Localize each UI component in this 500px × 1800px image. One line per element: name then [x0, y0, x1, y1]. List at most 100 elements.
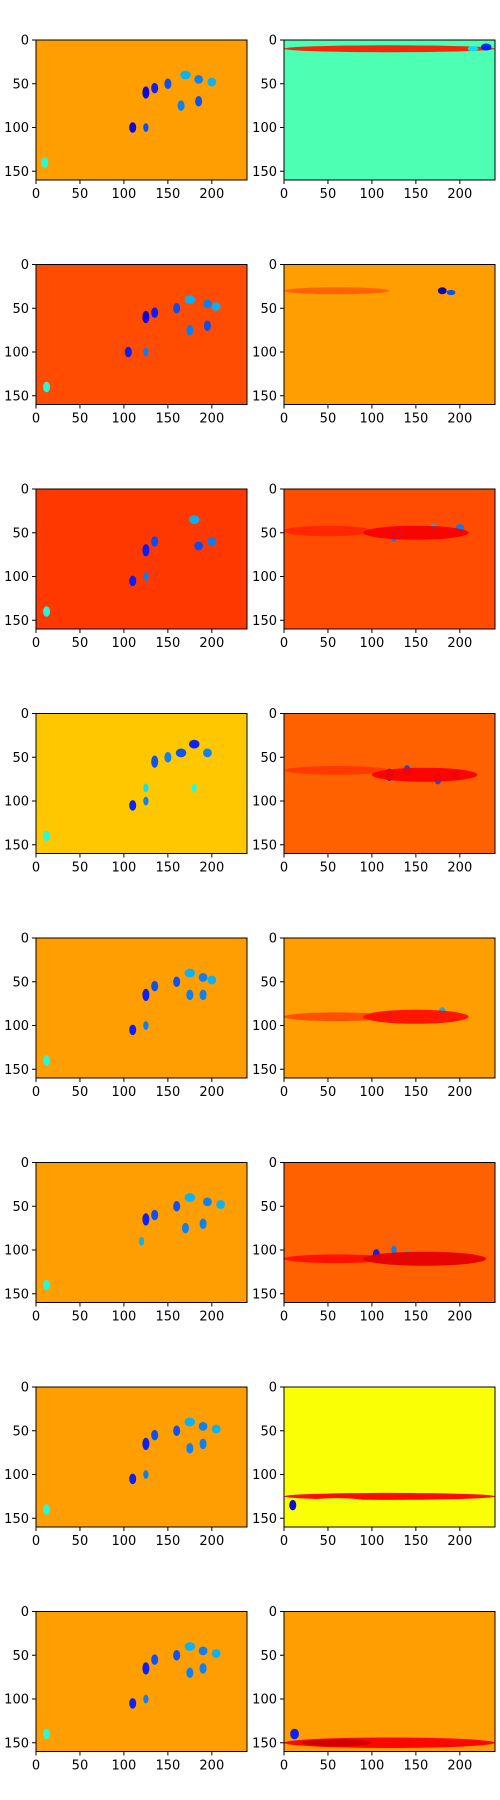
heatmap-blobs — [284, 524, 469, 542]
x-tick-label: 0 — [32, 861, 40, 876]
heatmap-blob — [129, 1473, 137, 1485]
y-tick-label: 0 — [269, 1156, 277, 1171]
heatmap-blob — [284, 766, 390, 775]
heatmap-background — [36, 1387, 247, 1527]
heatmap-background — [36, 1611, 247, 1752]
heatmap-background — [284, 938, 495, 1078]
heatmap-blob — [198, 1422, 208, 1431]
y-tick-label: 0 — [21, 258, 29, 273]
heatmap-blobs — [284, 1007, 469, 1024]
x-tick-label: 200 — [199, 1534, 224, 1549]
x-tick-label: 150 — [403, 1534, 428, 1549]
x-tick-label: 50 — [72, 1534, 89, 1549]
heatmap-blob — [180, 70, 191, 80]
heatmap-panel-r4-left: 0 50 100 150 200 0 50 100 150 — [4, 707, 248, 876]
x-tick-label: 100 — [360, 412, 385, 427]
x-tick-label: 100 — [112, 861, 137, 876]
heatmap-blob — [143, 1021, 149, 1030]
y-tick-label: 150 — [252, 1512, 277, 1527]
heatmap-background — [284, 489, 495, 629]
x-tick-label: 50 — [72, 1310, 89, 1325]
axes-frame — [35, 937, 248, 1079]
axes-frame — [35, 488, 248, 630]
x-tick-label: 50 — [320, 861, 337, 876]
heatmap-blob — [43, 830, 51, 842]
x-tick-label: 200 — [199, 1310, 224, 1325]
y-tick-label: 150 — [252, 1063, 277, 1078]
heatmap-blob — [184, 1642, 196, 1651]
y-tick-label: 50 — [12, 975, 29, 990]
heatmap-blob — [203, 299, 212, 309]
y-tick-label: 100 — [4, 1693, 29, 1708]
y-tick-label: 150 — [4, 838, 29, 853]
heatmap-blob — [129, 575, 137, 587]
y-tick-label: 0 — [21, 932, 29, 947]
heatmap-blob — [184, 295, 196, 304]
heatmap-blobs — [284, 43, 495, 53]
x-tick-label: 150 — [155, 187, 180, 202]
x-tick-label: 100 — [360, 1759, 385, 1774]
heatmap-blob — [143, 1694, 149, 1704]
x-tick-label: 100 — [112, 636, 137, 651]
heatmap-blob — [199, 1218, 207, 1229]
x-tick-label: 100 — [112, 1085, 137, 1100]
heatmap-background — [284, 1162, 495, 1303]
y-tick-label: 0 — [269, 258, 277, 273]
y-tick-label: 50 — [12, 526, 29, 541]
x-tick-label: 0 — [280, 187, 288, 202]
x-tick-label: 150 — [403, 187, 428, 202]
heatmap-blob — [43, 381, 51, 393]
x-tick-label: 150 — [155, 636, 180, 651]
axes-frame — [283, 264, 496, 405]
heatmap-blob — [211, 302, 221, 311]
y-tick-label: 150 — [252, 389, 277, 404]
x-tick-label: 50 — [320, 1759, 337, 1774]
heatmap-panel-r7-right: 0 50 100 150 200 0 50 100 150 — [252, 1381, 496, 1549]
heatmap-blob — [363, 1009, 469, 1024]
axes-frame — [35, 1162, 248, 1303]
x-tick-label: 0 — [32, 636, 40, 651]
y-tick-label: 150 — [4, 1287, 29, 1302]
axes-frame — [283, 1386, 496, 1528]
heatmap-blob — [446, 289, 456, 296]
y-tick-label: 50 — [260, 1424, 277, 1439]
y-tick-label: 100 — [252, 1244, 277, 1259]
heatmap-blobs — [43, 1642, 221, 1740]
x-tick-label: 200 — [199, 1759, 224, 1774]
heatmap-blob — [198, 1646, 208, 1656]
heatmap-blob — [194, 75, 204, 84]
x-tick-label: 0 — [32, 1310, 40, 1325]
heatmap-blob — [151, 1209, 159, 1221]
heatmap-blob — [173, 976, 181, 987]
heatmap-blob — [173, 1425, 181, 1436]
y-tick-label: 100 — [252, 1019, 277, 1034]
heatmap-panel-r5-left: 0 50 100 150 200 0 50 100 150 — [4, 932, 248, 1100]
heatmap-blob — [151, 536, 159, 547]
heatmap-blob — [186, 1667, 194, 1678]
heatmap-blob — [164, 752, 172, 763]
heatmap-blob — [437, 287, 447, 295]
x-tick-label: 100 — [112, 1310, 137, 1325]
heatmap-blob — [143, 123, 149, 132]
heatmap-blob — [199, 989, 207, 1001]
heatmap-blob — [199, 1438, 207, 1450]
heatmap-blobs — [284, 765, 478, 785]
y-tick-label: 150 — [252, 1287, 277, 1302]
x-tick-label: 100 — [112, 412, 137, 427]
heatmap-blob — [184, 968, 196, 978]
y-tick-label: 150 — [252, 838, 277, 853]
heatmap-blob — [199, 1663, 207, 1674]
x-tick-label: 0 — [32, 1534, 40, 1549]
y-tick-label: 50 — [12, 751, 29, 766]
heatmap-blob — [129, 122, 137, 133]
x-tick-label: 0 — [280, 1310, 288, 1325]
x-tick-label: 100 — [360, 1310, 385, 1325]
x-tick-label: 0 — [280, 1534, 288, 1549]
heatmap-blob — [363, 1251, 487, 1266]
heatmap-blob — [143, 783, 149, 793]
y-tick-label: 150 — [4, 614, 29, 629]
heatmap-blob — [142, 1437, 150, 1450]
x-tick-label: 100 — [360, 1085, 385, 1100]
y-tick-label: 50 — [12, 77, 29, 92]
heatmap-background — [36, 264, 247, 405]
